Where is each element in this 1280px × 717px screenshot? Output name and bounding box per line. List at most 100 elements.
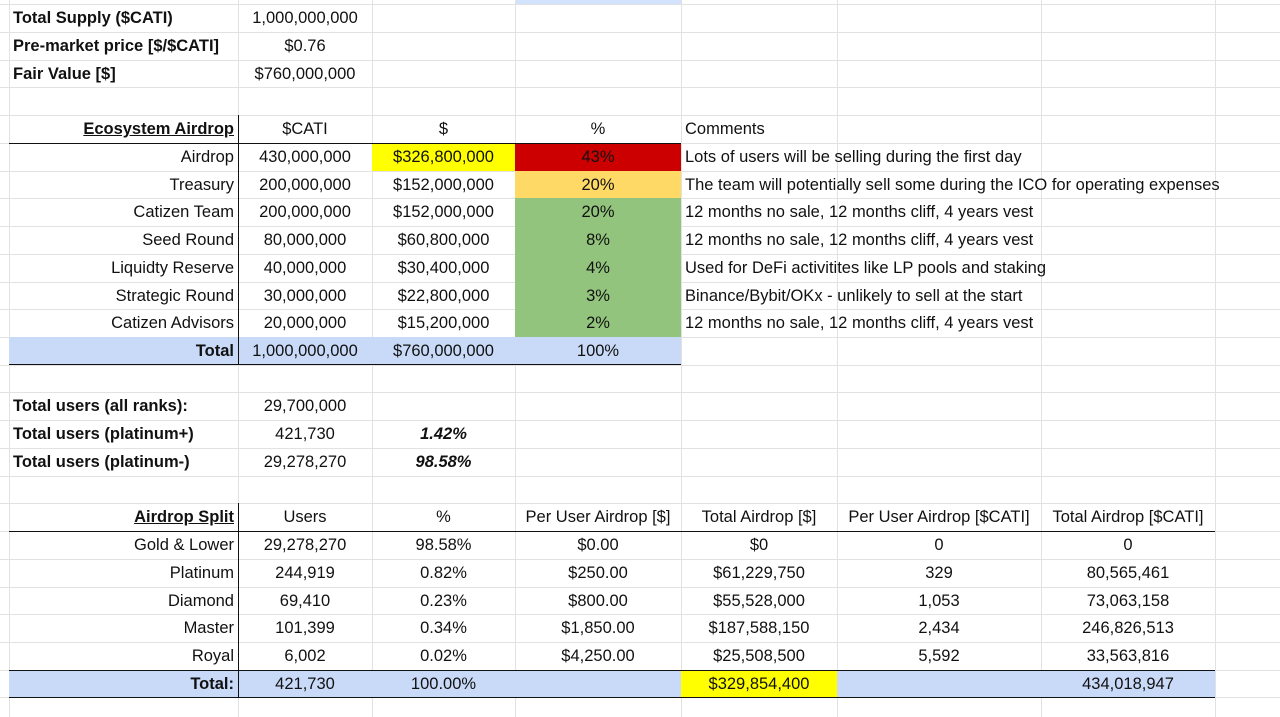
users-platinum-minus-value[interactable]: 29,278,270	[263, 453, 347, 471]
split-row-users[interactable]: 6,002	[284, 647, 326, 665]
treasury-pct-amber-fill	[515, 171, 681, 198]
split-row-pct[interactable]: 0.34%	[420, 619, 467, 637]
eco-row-cati[interactable]: 80,000,000	[263, 231, 347, 249]
eco-total-label: Total	[195, 342, 234, 360]
column-selection-indicator	[515, 0, 681, 4]
split-total-users[interactable]: 421,730	[275, 675, 335, 693]
eco-row-cati[interactable]: 430,000,000	[259, 148, 351, 166]
split-row-tier: Diamond	[167, 592, 234, 610]
split-row-pct[interactable]: 0.82%	[420, 564, 467, 582]
eco-row-usd[interactable]: $15,200,000	[397, 314, 490, 332]
split-row-total-usd[interactable]: $25,508,500	[713, 647, 805, 665]
split-total-usd-highlight	[681, 670, 837, 697]
users-platinum-minus-pct[interactable]: 98.58%	[415, 453, 472, 471]
users-all-value[interactable]: 29,700,000	[263, 397, 347, 415]
eco-total-cati[interactable]: 1,000,000,000	[252, 342, 358, 360]
eco-row-cati[interactable]: 40,000,000	[263, 259, 347, 277]
eco-row-comment[interactable]: Lots of users will be selling during the…	[685, 148, 1022, 166]
eco-row-pct[interactable]: 20%	[581, 203, 615, 221]
split-row-users[interactable]: 29,278,270	[263, 536, 347, 554]
premarket-price-value[interactable]: $0.76	[284, 37, 326, 55]
eco-row-pct[interactable]: 20%	[581, 176, 615, 194]
eco-row-name: Catizen Team	[133, 203, 234, 221]
split-users-header: Users	[283, 508, 327, 526]
eco-row-usd[interactable]: $60,800,000	[397, 231, 490, 249]
split-row-total-usd[interactable]: $187,588,150	[708, 619, 810, 637]
premarket-price-label: Pre-market price [$/$CATI]	[13, 37, 220, 55]
eco-row-pct[interactable]: 8%	[586, 231, 610, 249]
eco-row-usd[interactable]: $326,800,000	[393, 148, 494, 166]
split-row-per-usd[interactable]: $250.00	[568, 564, 628, 582]
eco-row-pct[interactable]: 43%	[581, 148, 615, 166]
eco-row-usd[interactable]: $30,400,000	[397, 259, 490, 277]
users-platinum-plus-value[interactable]: 421,730	[275, 425, 335, 443]
eco-row-pct[interactable]: 2%	[586, 314, 610, 332]
split-total-usd-header: Total Airdrop [$]	[701, 508, 817, 526]
split-row-total-cati[interactable]: 33,563,816	[1086, 647, 1170, 665]
eco-total-pct[interactable]: 100%	[576, 342, 620, 360]
eco-row-comment[interactable]: Used for DeFi activitites like LP pools …	[685, 259, 1047, 277]
users-platinum-plus-pct[interactable]: 1.42%	[420, 425, 467, 443]
split-row-total-cati[interactable]: 80,565,461	[1086, 564, 1170, 582]
split-row-pct[interactable]: 98.58%	[415, 536, 472, 554]
pct-green-fill	[515, 198, 681, 337]
split-row-total-usd[interactable]: $61,229,750	[713, 564, 805, 582]
split-row-per-usd[interactable]: $800.00	[568, 592, 628, 610]
split-row-per-cati[interactable]: 2,434	[918, 619, 960, 637]
ecosystem-cati-header: $CATI	[282, 120, 328, 138]
eco-row-cati[interactable]: 20,000,000	[263, 314, 347, 332]
eco-row-comment[interactable]: 12 months no sale, 12 months cliff, 4 ye…	[685, 314, 1034, 332]
split-row-users[interactable]: 69,410	[279, 592, 331, 610]
fair-value-label: Fair Value [$]	[13, 65, 116, 83]
eco-row-cati[interactable]: 200,000,000	[259, 176, 351, 194]
eco-row-comment[interactable]: 12 months no sale, 12 months cliff, 4 ye…	[685, 203, 1034, 221]
split-row-total-cati[interactable]: 246,826,513	[1082, 619, 1174, 637]
split-row-total-cati[interactable]: 73,063,158	[1086, 592, 1170, 610]
airdrop-usd-highlight	[372, 143, 515, 171]
split-row-tier: Master	[183, 619, 234, 637]
split-row-per-cati[interactable]: 0	[934, 536, 944, 554]
split-row-per-cati[interactable]: 329	[925, 564, 953, 582]
split-row-total-usd[interactable]: $0	[749, 536, 769, 554]
eco-row-usd[interactable]: $152,000,000	[393, 176, 494, 194]
split-pct-header: %	[436, 508, 451, 526]
ecosystem-usd-header: $	[438, 120, 449, 138]
split-row-per-cati[interactable]: 1,053	[918, 592, 960, 610]
split-row-total-cati[interactable]: 0	[1123, 536, 1133, 554]
eco-row-comment[interactable]: The team will potentially sell some duri…	[685, 176, 1220, 194]
split-total-pct[interactable]: 100.00%	[410, 675, 477, 693]
split-row-users[interactable]: 101,399	[275, 619, 335, 637]
airdrop-pct-red-fill	[515, 143, 681, 171]
ecosystem-pct-header: %	[590, 120, 606, 138]
split-row-per-usd[interactable]: $4,250.00	[561, 647, 635, 665]
eco-row-comment[interactable]: 12 months no sale, 12 months cliff, 4 ye…	[685, 231, 1034, 249]
eco-row-comment[interactable]: Binance/Bybit/OKx - unlikely to sell at …	[685, 287, 1023, 305]
eco-row-usd[interactable]: $152,000,000	[393, 203, 494, 221]
eco-row-usd[interactable]: $22,800,000	[397, 287, 490, 305]
eco-row-name: Liquidty Reserve	[111, 259, 234, 277]
split-row-per-usd[interactable]: $1,850.00	[561, 619, 635, 637]
eco-row-cati[interactable]: 30,000,000	[263, 287, 347, 305]
split-row-tier: Royal	[191, 647, 234, 665]
split-row-total-usd[interactable]: $55,528,000	[713, 592, 805, 610]
split-row-pct[interactable]: 0.23%	[420, 592, 467, 610]
total-supply-value[interactable]: 1,000,000,000	[252, 9, 358, 27]
ecosystem-comments-header: Comments	[685, 120, 765, 138]
eco-total-usd[interactable]: $760,000,000	[393, 342, 494, 360]
split-total-row-fill	[9, 670, 1215, 697]
fair-value-value[interactable]: $760,000,000	[254, 65, 356, 83]
eco-row-pct[interactable]: 4%	[586, 259, 610, 277]
split-row-per-cati[interactable]: 5,592	[918, 647, 960, 665]
split-row-per-usd[interactable]: $0.00	[577, 536, 619, 554]
split-row-users[interactable]: 244,919	[275, 564, 335, 582]
total-supply-label: Total Supply ($CATI)	[13, 9, 173, 27]
split-row-pct[interactable]: 0.02%	[420, 647, 467, 665]
eco-row-cati[interactable]: 200,000,000	[259, 203, 351, 221]
eco-row-pct[interactable]: 3%	[586, 287, 610, 305]
split-row-tier: Platinum	[169, 564, 234, 582]
ecosystem-airdrop-header: Ecosystem Airdrop	[83, 120, 234, 138]
split-total-cati[interactable]: 434,018,947	[1082, 675, 1174, 693]
split-total-usd[interactable]: $329,854,400	[708, 675, 810, 693]
users-platinum-minus-label: Total users (platinum-)	[13, 453, 190, 471]
